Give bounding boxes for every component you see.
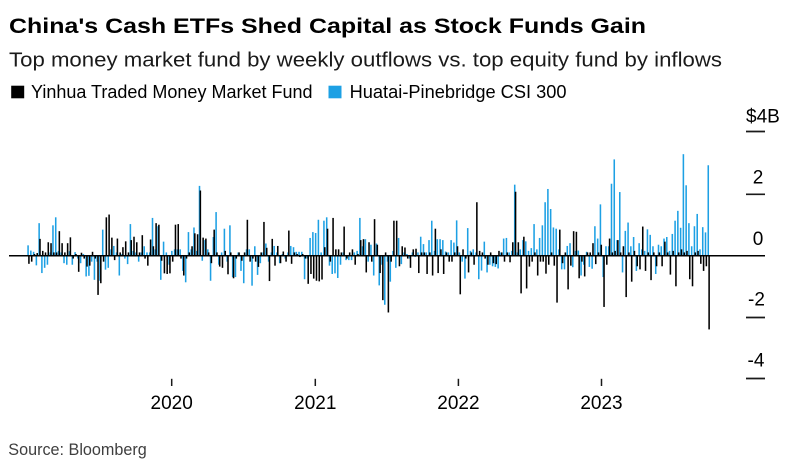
svg-text:0: 0 (753, 229, 764, 250)
svg-text:2022: 2022 (437, 393, 479, 414)
svg-text:-2: -2 (748, 290, 765, 311)
svg-text:Source: Bloomberg: Source: Bloomberg (8, 440, 147, 459)
svg-text:Huatai-Pinebridge CSI 300: Huatai-Pinebridge CSI 300 (350, 82, 567, 102)
svg-text:2: 2 (753, 168, 764, 189)
svg-text:2020: 2020 (151, 393, 193, 414)
svg-text:China's Cash ETFs Shed Capital: China's Cash ETFs Shed Capital as Stock … (9, 14, 646, 38)
svg-text:Yinhua Traded Money Market Fun: Yinhua Traded Money Market Fund (31, 82, 313, 102)
svg-text:2023: 2023 (580, 393, 622, 414)
svg-text:-4: -4 (748, 351, 765, 372)
svg-text:$4B: $4B (746, 107, 780, 128)
svg-text:2021: 2021 (294, 393, 336, 414)
svg-text:Top money market fund by weekl: Top money market fund by weekly outflows… (9, 49, 722, 71)
